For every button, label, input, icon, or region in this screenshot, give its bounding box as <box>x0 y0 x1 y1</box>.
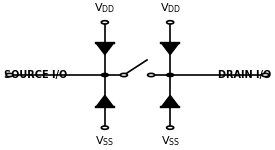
Polygon shape <box>96 43 114 55</box>
Text: $\mathregular{V_{DD}}$: $\mathregular{V_{DD}}$ <box>94 2 116 15</box>
Circle shape <box>148 73 155 77</box>
Circle shape <box>262 73 269 77</box>
Text: $\mathregular{V_{DD}}$: $\mathregular{V_{DD}}$ <box>160 2 181 15</box>
Circle shape <box>167 21 174 24</box>
Circle shape <box>167 126 174 129</box>
Circle shape <box>101 73 108 77</box>
Circle shape <box>120 73 127 77</box>
Polygon shape <box>161 95 179 107</box>
Circle shape <box>6 73 13 77</box>
Text: DRAIN I/O: DRAIN I/O <box>218 70 271 80</box>
Text: $\mathregular{V_{SS}}$: $\mathregular{V_{SS}}$ <box>161 135 180 148</box>
Circle shape <box>101 21 108 24</box>
Text: $\mathregular{V_{SS}}$: $\mathregular{V_{SS}}$ <box>95 135 114 148</box>
Circle shape <box>167 73 174 77</box>
Circle shape <box>101 126 108 129</box>
Text: SOURCE I/O: SOURCE I/O <box>4 70 67 80</box>
Polygon shape <box>96 95 114 107</box>
Polygon shape <box>161 43 179 55</box>
